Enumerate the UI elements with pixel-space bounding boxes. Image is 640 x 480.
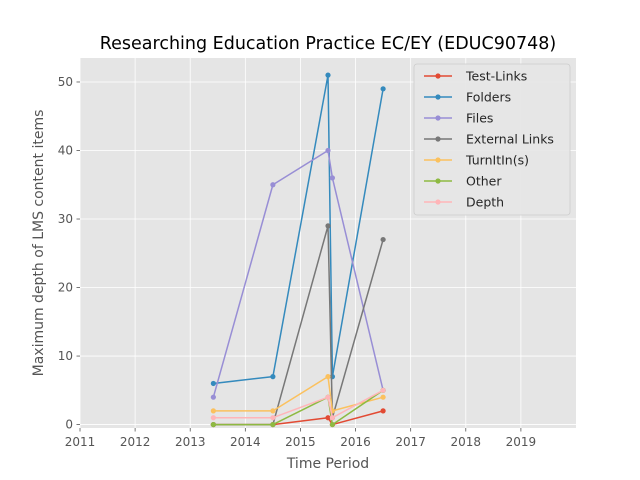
data-point-folders (270, 374, 276, 380)
y-tick-label: 50 (58, 75, 73, 89)
data-point-turnitin-s (210, 408, 216, 414)
data-point-turnitin-s (380, 394, 386, 400)
data-point-external-links (380, 236, 386, 243)
legend-label: Other (466, 174, 502, 189)
x-axis-ticks: 2011 2012 2013 2014 2015 2016 2017 2018 2019 (65, 428, 536, 449)
y-tick-label: 10 (58, 349, 73, 363)
data-point-other (270, 421, 276, 428)
x-tick-label: 2011 (65, 435, 96, 449)
data-point-folders (380, 86, 386, 92)
data-point-other (210, 421, 216, 428)
legend-label: Folders (466, 90, 511, 105)
y-tick-label: 30 (58, 212, 73, 226)
x-tick-label: 2013 (175, 435, 206, 449)
grid (79, 58, 576, 428)
legend-label: External Links (466, 132, 554, 147)
legend-label: Test-Links (465, 69, 527, 84)
data-point-depth (210, 415, 216, 421)
data-point-depth (329, 415, 336, 421)
data-point-depth (270, 415, 276, 421)
x-axis-label: Time Period (286, 456, 369, 472)
x-tick-label: 2019 (506, 435, 537, 449)
data-point-test-links (325, 415, 331, 421)
legend-marker (435, 178, 441, 184)
legend-label: Files (466, 111, 493, 126)
data-point-files (329, 175, 336, 181)
data-point-files (270, 182, 276, 188)
legend-marker (435, 199, 441, 205)
y-tick-label: 20 (58, 281, 73, 295)
y-axis-ticks: 0 10 20 30 40 50 (58, 75, 80, 432)
legend-marker (435, 136, 441, 142)
x-tick-label: 2012 (120, 435, 151, 449)
data-point-external-links (325, 223, 331, 229)
legend-marker (435, 94, 441, 100)
data-point-folders (210, 380, 216, 387)
series-turnitin-s (210, 374, 386, 414)
legend-label: TurnItIn(s) (465, 153, 529, 168)
data-point-depth (380, 387, 386, 393)
data-point-folders (325, 72, 331, 78)
x-tick-label: 2014 (230, 435, 261, 449)
data-point-test-links (380, 408, 386, 414)
data-point-files (210, 394, 216, 400)
x-tick-label: 2016 (340, 435, 371, 449)
legend-marker (435, 157, 441, 163)
chart-title: Researching Education Practice EC/EY (ED… (100, 34, 556, 54)
legend: Test-Links Folders Files External Links Turn… (413, 63, 571, 216)
y-tick-label: 0 (65, 418, 73, 432)
series-lines (210, 72, 386, 428)
x-tick-label: 2015 (285, 435, 316, 449)
data-point-depth (325, 394, 331, 400)
legend-marker (435, 115, 441, 121)
y-axis-label: Maximum depth of LMS content items (31, 110, 47, 377)
legend-box (413, 63, 571, 216)
data-point-turnitin-s (270, 408, 276, 414)
data-point-turnitin-s (325, 374, 331, 380)
data-point-files (325, 147, 331, 154)
series-depth (210, 387, 386, 421)
data-point-other (329, 421, 336, 428)
y-tick-label: 40 (58, 144, 73, 158)
x-tick-label: 2018 (451, 435, 482, 449)
legend-marker (435, 73, 441, 79)
x-tick-label: 2017 (395, 435, 426, 449)
legend-label: Depth (466, 195, 504, 210)
